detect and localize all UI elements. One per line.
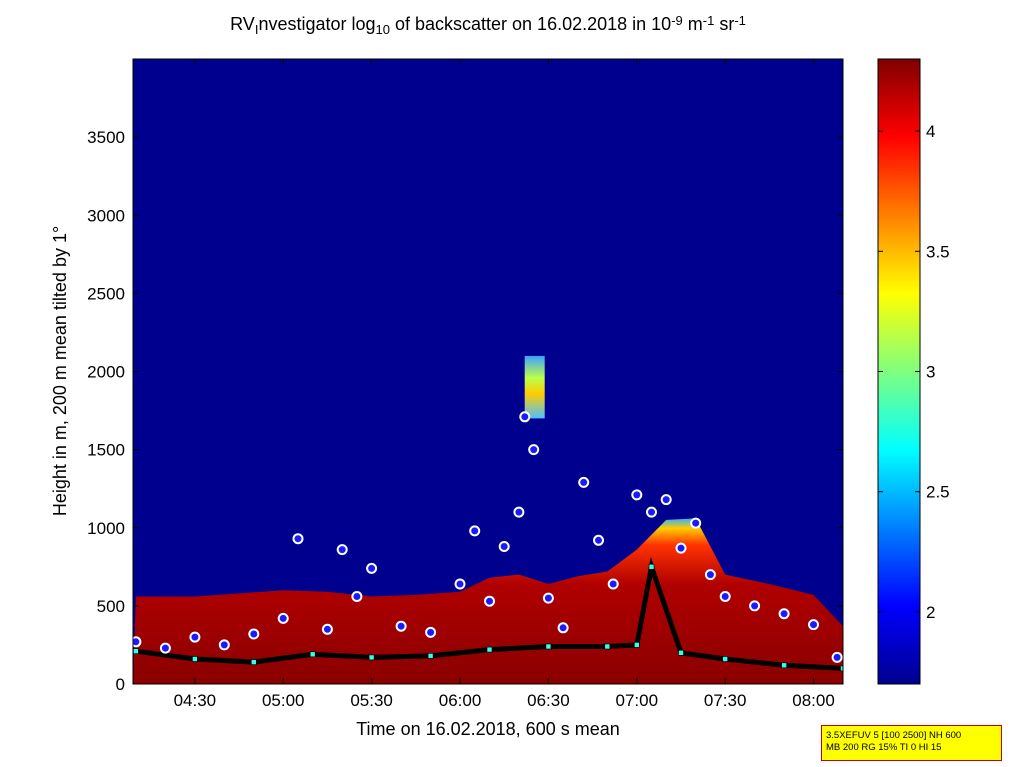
- colorbar-tick-label: 3: [926, 363, 935, 382]
- cloud-base-markers: [133, 411, 843, 663]
- cloud-base-point: [675, 542, 687, 554]
- x-tick-label: 06:00: [439, 691, 482, 710]
- colorbar-ticks: 2 2.5 3 3.5 4: [878, 122, 950, 622]
- colorbar-tick-label: 2: [926, 603, 935, 622]
- title-part: nvestigator log: [258, 14, 375, 34]
- surface-layer-point: [427, 653, 434, 659]
- cloud-base-point: [749, 600, 761, 612]
- title-subscript: 10: [376, 22, 390, 37]
- cloud-base-point: [321, 623, 333, 635]
- cloud-base-point: [351, 591, 363, 602]
- surface-layer-point: [251, 659, 257, 665]
- y-axis-label: Height in m, 200 m mean tilted by 1°: [50, 226, 70, 516]
- cloud-base-point: [218, 639, 230, 651]
- cloud-base-point: [607, 578, 619, 590]
- surface-layer-point: [840, 665, 843, 672]
- title-part: of backscatter on 16.02.2018 in 10: [390, 14, 671, 34]
- surface-layer-markers: [133, 563, 843, 672]
- surface-layer-point: [604, 643, 611, 650]
- x-axis: 04:30 05:00 05:30 06:00 06:30 07:00 07:30 08:00: [174, 59, 835, 710]
- y-tick-label: 500: [97, 597, 125, 616]
- x-tick-label: 04:30: [174, 691, 217, 710]
- cloud-base-point: [133, 636, 142, 648]
- title-superscript: -9: [671, 13, 683, 28]
- processing-info-box: 3.5XEFUV 5 [100 2500] NH 600 MB 200 RG 1…: [821, 725, 1002, 761]
- surface-layer-point: [192, 656, 198, 662]
- cloud-base-point: [690, 517, 702, 529]
- surface-layer-point: [648, 563, 655, 570]
- cloud-base-point: [292, 533, 304, 545]
- title-superscript: -1: [703, 13, 715, 28]
- surface-layer-point: [678, 649, 684, 656]
- y-tick-label: 3500: [87, 128, 125, 147]
- x-tick-label: 05:30: [350, 691, 393, 710]
- colorbar-gradient: [877, 58, 921, 685]
- cloud-base-point: [646, 506, 657, 518]
- colorbar-tick-label: 3.5: [926, 242, 950, 261]
- chart-title: RVInvestigator log10 of backscatter on 1…: [230, 13, 746, 37]
- cloud-base-point: [719, 591, 731, 602]
- cloud-base-point: [593, 534, 604, 546]
- cloud-base-point: [498, 541, 510, 552]
- info-line-1: 3.5XEFUV 5 [100 2500] NH 600: [826, 730, 962, 741]
- x-tick-label: 07:30: [704, 691, 747, 710]
- surface-layer-point: [633, 642, 640, 648]
- cloud-base-point: [513, 506, 525, 518]
- title-part: m: [683, 14, 703, 34]
- title-subscript: I: [255, 22, 259, 37]
- y-tick-label: 3000: [87, 206, 125, 225]
- cloud-base-point: [578, 476, 590, 488]
- x-tick-label: 07:00: [616, 691, 659, 710]
- plot-area: 04:30 05:00 05:30 06:00 06:30 07:00 07:30 08:00…: [87, 58, 844, 710]
- surface-layer-point: [133, 648, 139, 655]
- cloud-base-point: [248, 628, 260, 640]
- x-tick-label: 05:00: [262, 691, 305, 710]
- y-tick-label: 0: [116, 675, 125, 694]
- surface-layer-point: [309, 651, 316, 658]
- cloud-base-point: [542, 592, 554, 604]
- plume-feature: [524, 355, 545, 419]
- cloud-base-point: [778, 608, 790, 620]
- y-tick-label: 1000: [87, 519, 125, 538]
- title-part: sr: [714, 14, 734, 34]
- title-part: RV: [230, 14, 255, 34]
- cloud-base-point: [831, 651, 843, 663]
- y-axis: 0 500 1000 1500 2000 2500 3000 3500: [87, 128, 843, 694]
- cloud-base-point: [704, 569, 716, 581]
- cloud-base-point: [660, 494, 672, 506]
- cloud-base-point: [519, 411, 531, 423]
- y-tick-label: 2000: [87, 363, 125, 382]
- cloud-base-point: [366, 562, 378, 574]
- colorbar-tick-label: 4: [926, 122, 935, 141]
- x-tick-label: 06:30: [527, 691, 570, 710]
- colorbar-tick-label: 2.5: [926, 483, 950, 502]
- surface-layer-point: [722, 656, 729, 662]
- surface-layer-point: [781, 662, 787, 669]
- cloud-base-point: [469, 525, 481, 537]
- cloud-base-point: [557, 622, 569, 634]
- title-superscript: -1: [734, 13, 746, 28]
- cloud-base-point: [336, 544, 348, 556]
- cloud-base-point: [159, 642, 171, 654]
- cloud-base-point: [454, 578, 466, 590]
- cloud-base-point: [528, 444, 540, 456]
- x-tick-label: 08:00: [792, 691, 835, 710]
- surface-layer-point: [368, 654, 375, 661]
- cloud-base-point: [425, 626, 437, 638]
- y-tick-label: 1500: [87, 441, 125, 460]
- colorbar: 2 2.5 3 3.5 4: [877, 58, 950, 685]
- info-line-2: MB 200 RG 15% TI 0 HI 15: [826, 742, 942, 753]
- cloud-base-point: [277, 612, 289, 624]
- cloud-base-point: [631, 489, 643, 501]
- cloud-base-point: [395, 620, 407, 632]
- surface-layer-point: [545, 643, 552, 650]
- x-axis-label: Time on 16.02.2018, 600 s mean: [356, 719, 620, 739]
- y-tick-label: 2500: [87, 284, 125, 303]
- cloud-base-point: [808, 619, 819, 631]
- cloud-base-point: [189, 631, 201, 643]
- cloud-base-point: [484, 595, 495, 607]
- surface-layer-point: [486, 646, 493, 653]
